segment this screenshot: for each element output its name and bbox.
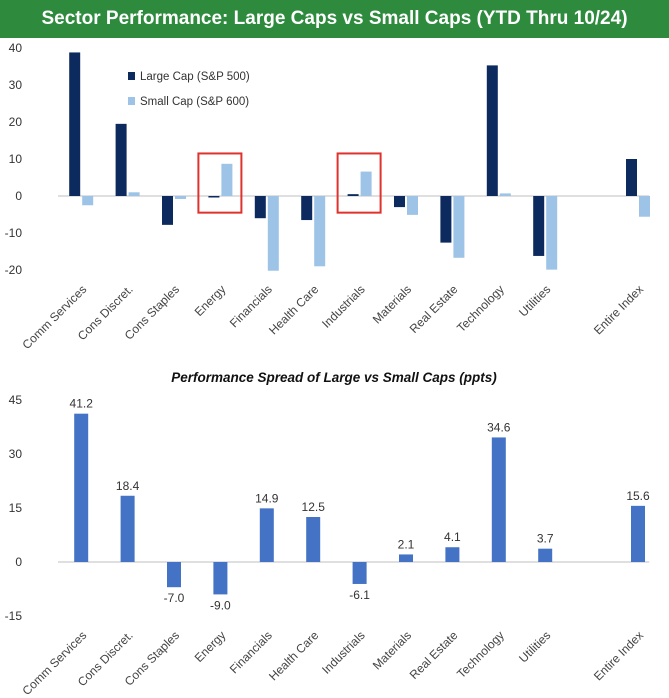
y-tick-label: 40	[9, 41, 23, 55]
large-cap-bar-real-estate	[440, 196, 452, 243]
spread-bar-comm-services	[74, 413, 89, 562]
y-tick-label: 0	[15, 189, 22, 203]
y-tick-label: 45	[9, 393, 23, 407]
large-cap-bar-cons-staples	[162, 196, 173, 225]
large-cap-bar-technology	[486, 65, 498, 196]
small-cap-bar-real-estate	[453, 196, 465, 258]
x-category-label: Materials	[370, 628, 414, 672]
x-category-label: Financials	[227, 628, 275, 676]
large-cap-bar-energy	[208, 196, 220, 198]
data-label-health-care: 12.5	[302, 500, 326, 514]
data-label-entire-index: 15.6	[626, 489, 650, 503]
large-cap-bar-materials	[394, 196, 405, 208]
spread-bar-financials	[259, 508, 274, 562]
large-cap-bar-cons-discret	[115, 123, 127, 196]
large-cap-bar-health-care	[301, 196, 313, 221]
x-category-label: Real Estate	[407, 628, 461, 682]
x-category-label: Health Care	[266, 282, 321, 337]
legend-label-small-cap: Small Cap (S&P 600)	[140, 96, 249, 108]
data-label-comm-services: 41.2	[70, 397, 94, 411]
spread-bar-cons-discret	[120, 495, 135, 562]
data-label-cons-discret: 18.4	[116, 479, 140, 493]
small-cap-bar-comm-services	[82, 196, 94, 206]
y-tick-label: -10	[5, 226, 23, 240]
highlight-box-energy	[197, 152, 243, 214]
small-cap-bar-cons-discret	[128, 192, 140, 196]
x-category-label: Comm Services	[20, 628, 90, 698]
y-tick-label: 15	[9, 501, 23, 515]
y-tick-label: 30	[9, 447, 23, 461]
small-cap-bar-entire-index	[639, 196, 650, 217]
spread-bar-cons-staples	[167, 562, 181, 588]
bottom-chart-title: Performance Spread of Large vs Small Cap…	[171, 370, 497, 385]
spread-bar-utilities	[538, 548, 553, 562]
large-cap-bar-entire-index	[626, 159, 637, 196]
large-cap-bar-comm-services	[69, 52, 81, 196]
data-label-technology: 34.6	[487, 420, 511, 434]
data-label-materials: 2.1	[398, 537, 415, 551]
small-cap-bar-financials	[267, 196, 279, 271]
x-category-label: Technology	[454, 628, 507, 681]
spread-bar-entire-index	[631, 505, 645, 562]
highlight-box-industrials	[336, 152, 382, 214]
spread-bar-industrials	[352, 562, 367, 584]
x-category-label: Utilities	[516, 282, 553, 319]
data-label-financials: 14.9	[255, 491, 279, 505]
large-cap-bar-financials	[254, 196, 266, 219]
y-tick-label: -20	[5, 263, 23, 277]
y-tick-label: -15	[5, 609, 23, 623]
bottom-chart: Performance Spread of Large vs Small Cap…	[5, 370, 650, 698]
x-category-label: Entire Index	[591, 282, 646, 337]
data-label-utilities: 3.7	[537, 532, 554, 546]
spread-bar-materials	[399, 554, 413, 562]
x-category-label: Energy	[192, 282, 229, 319]
large-cap-bar-industrials	[347, 194, 359, 196]
x-category-label: Entire Index	[591, 628, 646, 683]
data-label-cons-staples: -7.0	[164, 591, 185, 605]
x-category-label: Industrials	[319, 628, 368, 677]
x-category-label: Industrials	[319, 282, 368, 331]
x-category-label: Technology	[454, 282, 507, 335]
small-cap-bar-health-care	[314, 196, 326, 267]
small-cap-bar-materials	[407, 196, 418, 215]
x-category-label: Energy	[192, 628, 229, 665]
y-tick-label: 20	[9, 115, 23, 129]
x-category-label: Real Estate	[407, 282, 461, 336]
x-category-label: Utilities	[516, 628, 553, 665]
x-category-label: Financials	[227, 282, 275, 330]
legend-label-large-cap: Large Cap (S&P 500)	[140, 71, 250, 83]
small-cap-bar-utilities	[546, 196, 558, 270]
y-tick-label: 0	[15, 555, 22, 569]
data-label-real-estate: 4.1	[444, 530, 461, 544]
small-cap-bar-industrials	[360, 171, 372, 196]
data-label-industrials: -6.1	[349, 588, 370, 602]
spread-bar-energy	[213, 562, 228, 595]
x-category-label: Materials	[370, 282, 414, 326]
data-label-energy: -9.0	[210, 598, 231, 612]
x-category-label: Health Care	[266, 628, 321, 683]
small-cap-bar-energy	[221, 163, 233, 196]
small-cap-bar-cons-staples	[175, 196, 186, 199]
small-cap-bar-technology	[499, 193, 511, 196]
chart-title: Sector Performance: Large Caps vs Small …	[41, 8, 628, 29]
legend-swatch-small-cap	[128, 97, 135, 105]
spread-bar-real-estate	[445, 547, 460, 562]
y-tick-label: 10	[9, 152, 23, 166]
large-cap-bar-utilities	[533, 196, 545, 256]
x-category-label: Comm Services	[20, 282, 90, 352]
legend-swatch-large-cap	[128, 72, 135, 80]
spread-bar-health-care	[306, 517, 321, 562]
spread-bar-technology	[491, 437, 506, 562]
y-tick-label: 30	[9, 78, 23, 92]
chart-title-bar: Sector Performance: Large Caps vs Small …	[0, 0, 669, 38]
